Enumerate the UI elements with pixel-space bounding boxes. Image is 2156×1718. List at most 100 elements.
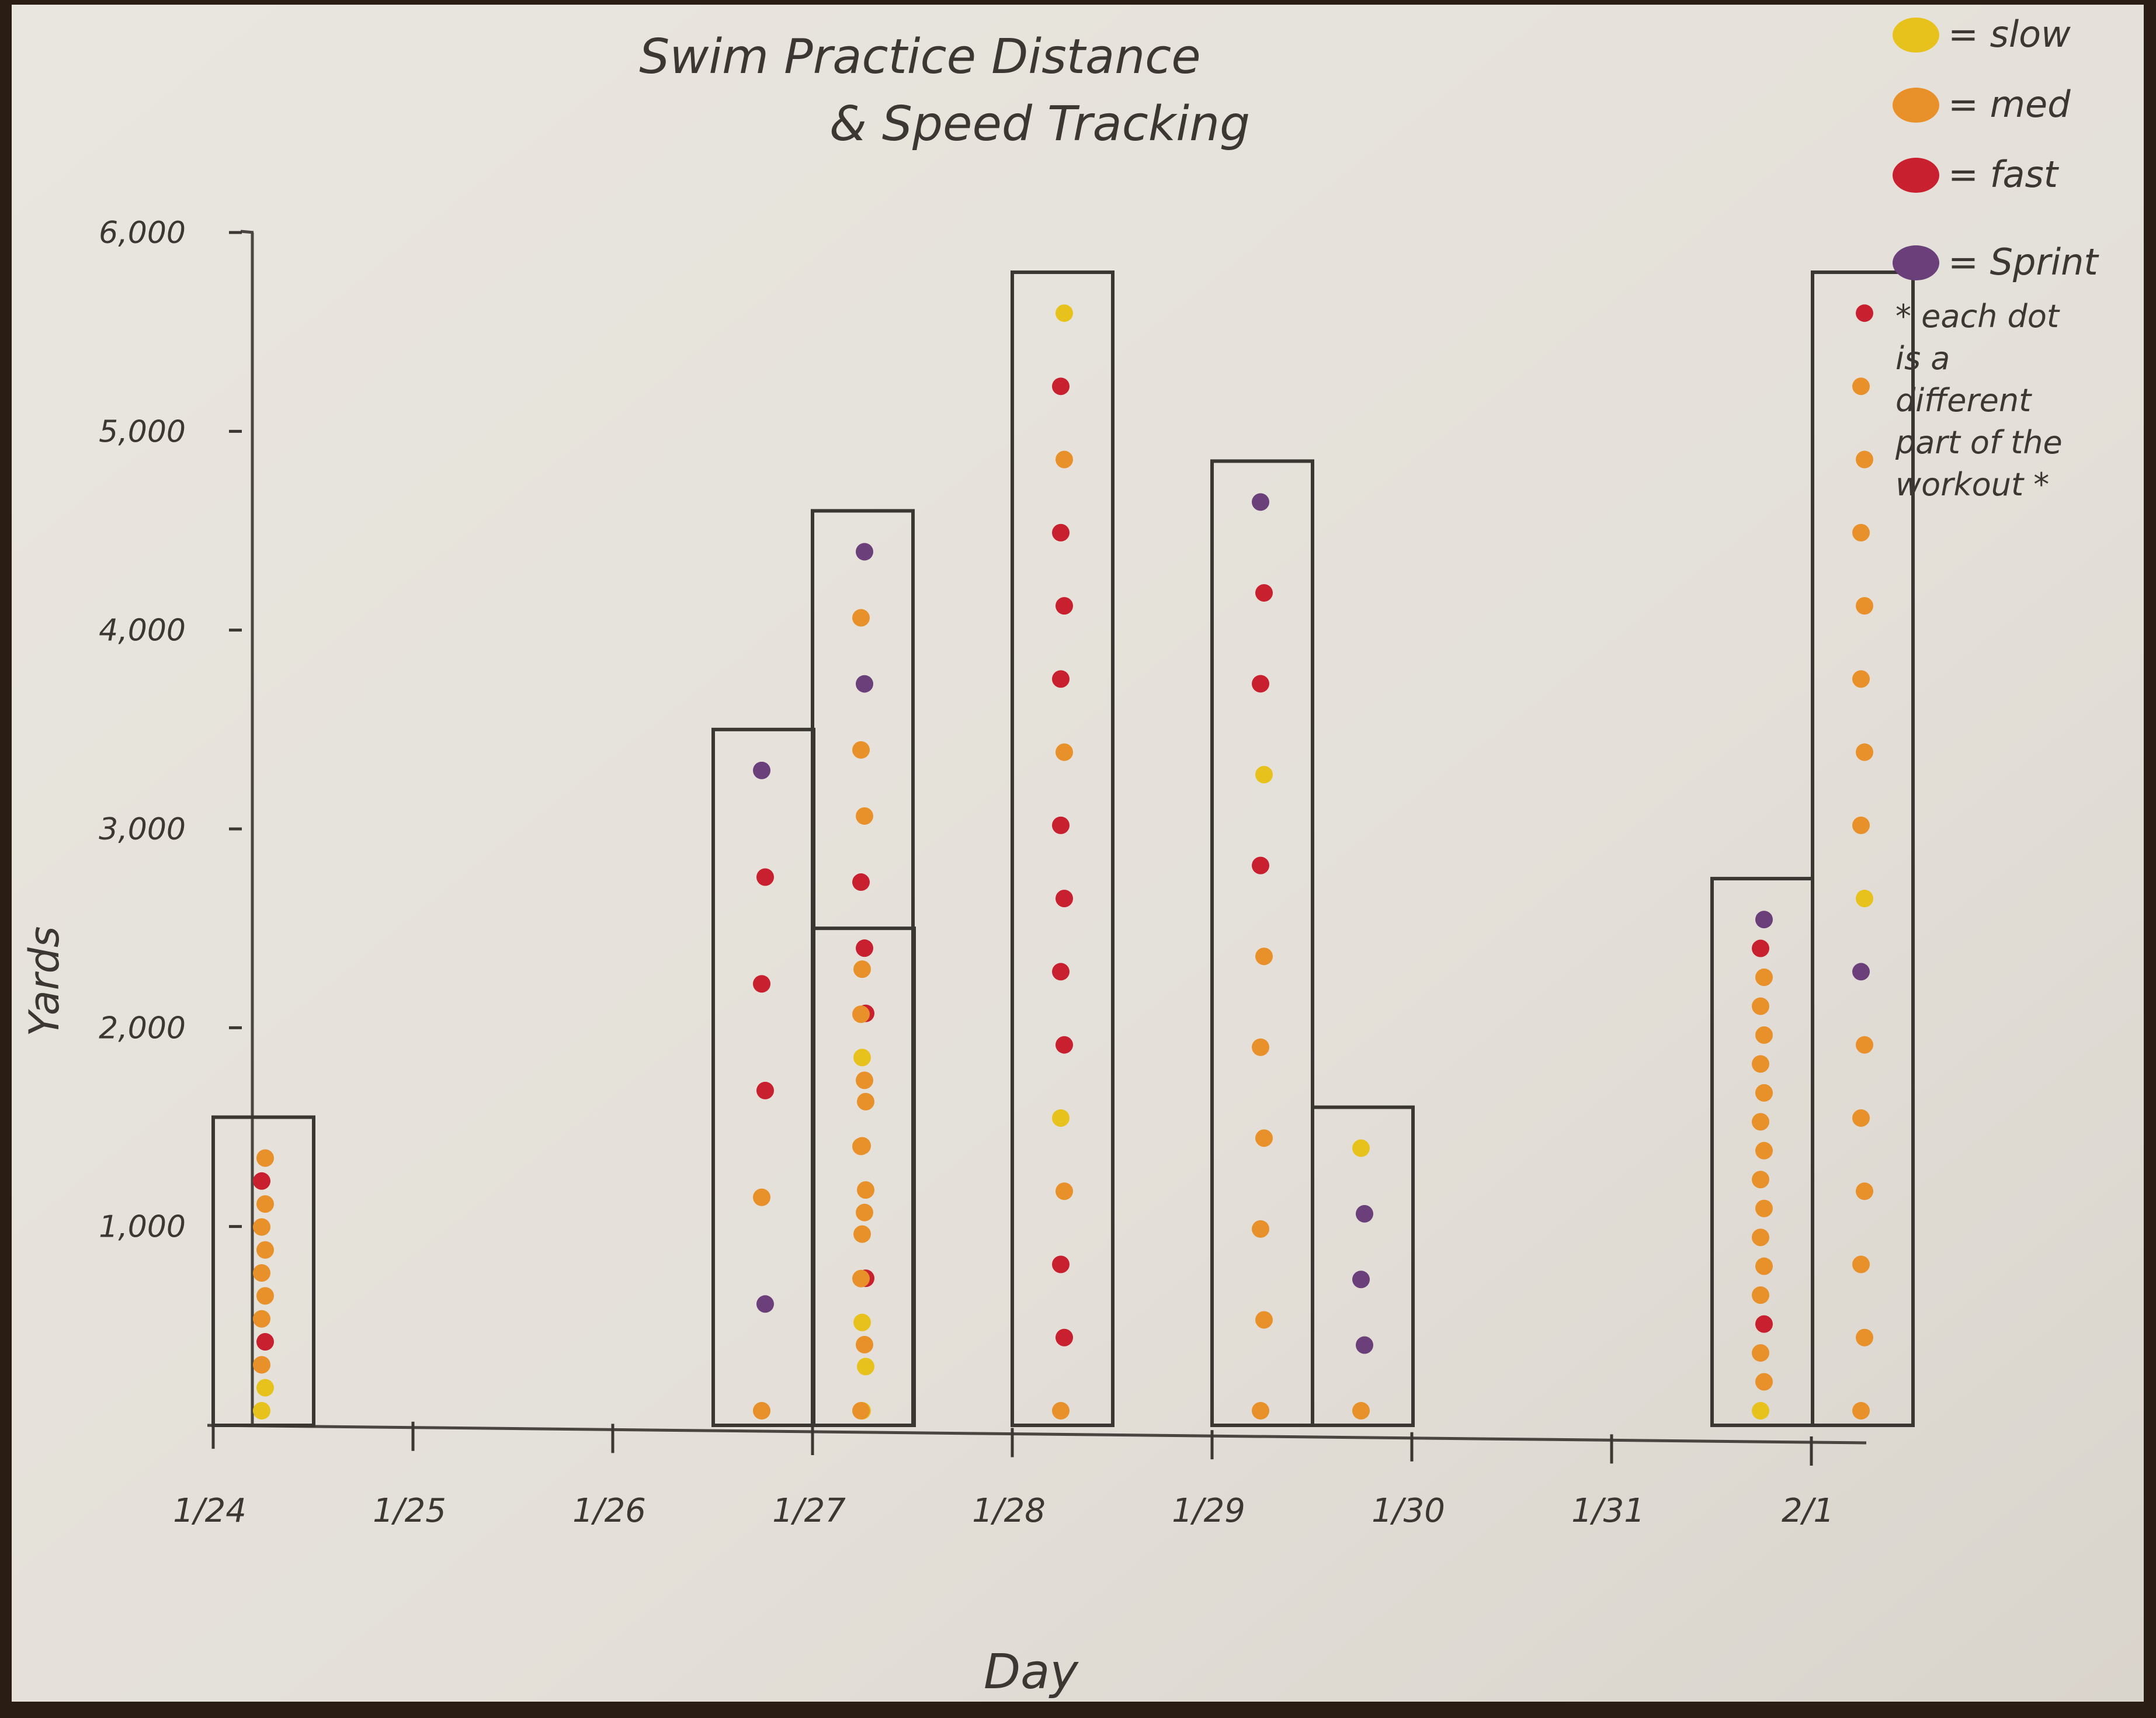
legend-label: = fast [1948,153,2060,196]
workout-dot-slow [256,1379,274,1397]
workout-dot-med [253,1356,270,1374]
workout-dot-med [856,1335,873,1353]
workout-dot-med [1755,1257,1773,1275]
workout-dot-med [1755,969,1773,987]
workout-dot-med [1856,1328,1873,1346]
workout-dot-med [1252,1220,1269,1238]
workout-dot-med [1852,1255,1870,1273]
workout-dot-med [753,1188,770,1206]
workout-dot-med [1752,997,1769,1015]
workout-dot-med [1752,1113,1769,1131]
bar-group [1011,270,1115,1428]
bar-group [1311,1105,1415,1427]
workout-dot-med [1852,670,1870,688]
bars [211,270,1915,1428]
workout-dot-fast [1856,304,1873,322]
x-ticks: 1/24 1/25 1/26 1/27 1/28 1/29 1/30 1/31 2/1 [173,1419,1834,1530]
workout-dot-med [1755,1026,1773,1044]
legend-label: = slow [1948,13,2071,55]
workout-dot-med [1856,597,1873,615]
x-tick-label: 1/24 [173,1492,247,1530]
workout-dot-med [1252,1038,1269,1056]
bar [1011,270,1115,1428]
workout-dot-med [857,1181,874,1199]
x-axis-title: Day [984,1644,1079,1700]
x-tick-label: 1/26 [572,1492,646,1530]
workout-dot-med [1252,1402,1269,1419]
workout-dot-med [1255,1129,1273,1147]
workout-dot-fast [253,1172,270,1190]
workout-dot-med [256,1195,274,1213]
bar-group [1710,877,1814,1428]
workout-dot-med [852,1269,870,1287]
workout-dot-fast [1056,890,1073,908]
x-tick-label: 1/31 [1571,1492,1645,1530]
legend-swatch [1893,88,1939,123]
workout-dot-fast [1052,963,1070,981]
workout-dot-sprint [753,761,770,779]
workout-dot-med [253,1264,270,1282]
bar-group [811,509,915,1427]
workout-dot-med [852,1137,870,1155]
chart-title-line-2: & Speed Tracking [829,96,1250,152]
workout-dot-med [856,807,873,825]
workout-dot-sprint [1356,1205,1373,1223]
workout-dot-med [256,1149,274,1167]
bar [811,509,915,1427]
workout-dot-sprint [1755,911,1773,929]
workout-dot-med [1856,1036,1873,1054]
workout-dot-fast [856,939,873,957]
workout-dot-med [1852,816,1870,834]
workout-dot-med [856,1071,873,1089]
bar [1311,1105,1415,1427]
workout-dot-med [853,960,871,978]
workout-dot-med [1852,1402,1870,1419]
workout-dot-med [1755,1199,1773,1217]
workout-dot-fast [1056,1036,1073,1054]
workout-dot-fast [1052,816,1070,834]
workout-dot-med [1056,450,1073,468]
bar [1210,459,1314,1428]
workout-dot-med [1856,1182,1873,1200]
paper-sheet [12,5,2144,1702]
y-tick-label: 5,000 [99,414,186,449]
workout-dot-med [1752,1171,1769,1189]
workout-dot-med [853,1225,871,1243]
workout-dot-slow [1752,1402,1769,1419]
workout-dot-fast [1056,597,1073,615]
workout-dot-fast [1255,584,1273,602]
legend-note-line: workout * [1895,466,2049,503]
workout-dot-med [857,1092,874,1110]
workout-dot-fast [753,975,770,993]
x-tick-label: 1/29 [1172,1492,1245,1530]
y-tick-label: 3,000 [99,812,186,847]
y-ticks: 1,000 2,000 3,000 4,000 5,000 6,000 [99,216,242,1245]
y-axis-top-cap [240,230,254,234]
x-tick-label: 1/27 [772,1492,846,1530]
legend-swatch [1893,245,1939,280]
bar-group [211,1115,315,1427]
workout-dot-slow [253,1402,270,1419]
workout-dot-med [1255,1311,1273,1329]
y-axis-title: Yards [20,926,68,1037]
workout-dot-med [856,1203,873,1221]
workout-dot-med [1755,1141,1773,1160]
legend-note-line: * each dot [1895,298,2060,335]
workout-dot-med [1852,377,1870,395]
workout-dot-slow [857,1358,874,1376]
x-tick-label: 1/25 [373,1492,446,1530]
workout-dot-sprint [856,543,873,561]
x-axis-line [207,1424,1867,1445]
workout-dot-fast [1052,523,1070,542]
workout-dot-med [753,1402,770,1419]
workout-dot-med [1056,1182,1073,1200]
workout-dot-sprint [1352,1271,1370,1289]
workout-dot-sprint [1252,493,1269,511]
workout-dot-fast [1252,675,1269,693]
x-tick-label: 2/1 [1782,1492,1834,1530]
workout-dot-med [852,741,870,759]
workout-dot-med [1755,1084,1773,1102]
legend-note-line: different [1895,382,2032,419]
